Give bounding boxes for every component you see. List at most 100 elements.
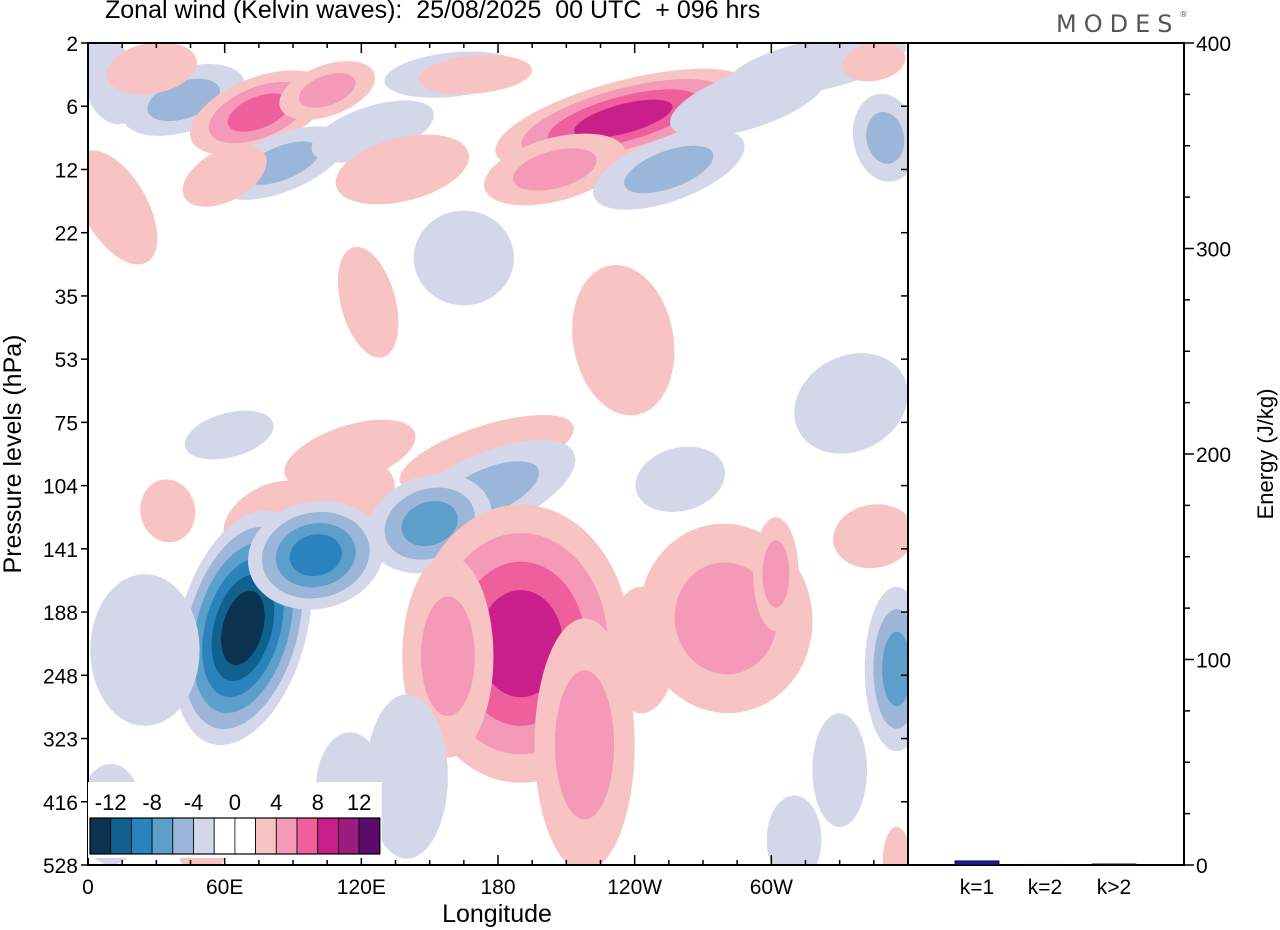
y-tick-label: 528: [43, 855, 78, 878]
negative-anomaly: [365, 694, 448, 859]
positive-maximum: [478, 590, 563, 698]
colorbar-swatch: [234, 817, 256, 855]
y-tick-label: 323: [43, 729, 78, 752]
energy-axis-label: Energy (J/kg): [1253, 389, 1278, 520]
positive-anomaly: [335, 134, 470, 205]
positive-anomaly: [106, 43, 197, 95]
energy-bar: [1022, 863, 1068, 866]
positive-anomaly: [337, 246, 399, 358]
positive-anomaly: [182, 144, 267, 207]
energy-tick-label: 0: [1196, 855, 1208, 878]
negative-anomaly: [882, 631, 908, 707]
chart-title: Zonal wind (Kelvin waves): 25/08/2025 00…: [105, 0, 761, 24]
x-axis-label: Longitude: [442, 900, 552, 928]
colorbar-swatch: [213, 817, 236, 855]
brand-logo: MODES®: [1056, 10, 1188, 38]
y-tick-label: 416: [43, 792, 78, 815]
energy-category-label: k=2: [1028, 876, 1062, 899]
colorbar-label: 0: [229, 790, 241, 815]
negative-anomaly: [289, 534, 342, 577]
x-tick-label: 120W: [607, 876, 662, 899]
x-tick-label: 180: [480, 876, 515, 899]
colorbar-swatch: [172, 817, 194, 855]
negative-anomaly: [401, 501, 458, 547]
positive-anomaly: [842, 43, 906, 82]
positive-anomaly: [762, 540, 790, 608]
colorbar-label: -12: [95, 790, 127, 815]
y-tick-label: 104: [43, 476, 78, 499]
negative-anomaly: [90, 574, 200, 726]
longitude-axis: 0 60E 120E 180 120W 60W: [82, 43, 909, 899]
positive-anomaly: [554, 670, 615, 820]
positive-anomaly: [421, 596, 475, 717]
negative-anomaly: [184, 410, 274, 460]
negative-anomaly: [766, 795, 822, 865]
x-tick-label: 60E: [206, 876, 243, 899]
positive-anomaly: [513, 148, 597, 191]
neutral-core: [607, 586, 676, 714]
y-tick-label: 53: [55, 349, 78, 372]
positive-anomaly: [833, 504, 908, 569]
colorbar-swatch: [275, 817, 298, 855]
y-tick-label: 2: [66, 33, 78, 56]
colorbar-swatch: [296, 817, 319, 855]
colorbar-label: -4: [184, 790, 204, 815]
energy-tick-label: 300: [1196, 239, 1231, 262]
colorbar-swatch: [193, 817, 215, 855]
energy-tick-label: 400: [1196, 33, 1231, 56]
negative-anomaly: [794, 353, 908, 454]
pressure-axis: 2 6 12 22 35 53 75 104 141 188 248 323 416 528: [43, 33, 908, 878]
colorbar-swatch: [317, 817, 339, 855]
positive-anomaly: [572, 264, 675, 416]
colorbar: -12 -8 -4 0 4 8 12: [88, 782, 382, 858]
positive-maximum: [574, 99, 673, 139]
negative-anomaly: [413, 210, 514, 306]
colorbar-swatch: [337, 817, 360, 855]
positive-maximum: [227, 93, 291, 132]
negative-anomaly: [311, 100, 434, 163]
colorbar-label: 8: [312, 790, 324, 815]
negative-anomaly: [812, 713, 868, 828]
wind-field: [88, 43, 908, 865]
positive-anomaly: [140, 479, 196, 543]
y-tick-label: 6: [66, 96, 78, 119]
colorbar-frame: [89, 817, 381, 855]
x-tick-label: 60W: [750, 876, 793, 899]
negative-anomaly: [866, 111, 905, 164]
colorbar-swatch: [130, 817, 153, 855]
negative-anomaly: [624, 145, 714, 194]
positive-anomaly: [882, 827, 908, 865]
y-tick-label: 35: [55, 286, 78, 309]
energy-category-label: k=1: [960, 876, 994, 899]
energy-bar: [1091, 863, 1137, 866]
colorbar-label: 12: [347, 790, 371, 815]
positive-anomaly: [298, 73, 356, 108]
y-tick-label: 12: [55, 159, 78, 182]
colorbar-swatch: [255, 817, 277, 855]
y-tick-label: 141: [43, 539, 78, 562]
y-tick-label: 248: [43, 665, 78, 688]
x-tick-label: 0: [82, 876, 94, 899]
positive-anomaly: [418, 55, 532, 95]
colorbar-swatch: [358, 817, 381, 855]
energy-bar: [954, 860, 1000, 866]
energy-panel: 0 100 200 300 400 k=1 k=2 k>2: [954, 33, 1231, 899]
positive-anomaly: [674, 562, 777, 675]
positive-anomaly: [284, 419, 416, 489]
energy-tick-label: 200: [1196, 444, 1231, 467]
energy-frame: [907, 42, 1185, 866]
negative-anomaly: [635, 446, 725, 513]
negative-minimum: [221, 590, 265, 666]
y-tick-label: 22: [55, 223, 78, 246]
colorbar-swatch: [110, 817, 132, 855]
colorbar-label: 4: [270, 790, 282, 815]
colorbar-swatch: [89, 817, 112, 855]
energy-category-label: k>2: [1097, 876, 1131, 899]
positive-anomaly: [88, 150, 158, 265]
y-tick-label: 188: [43, 602, 78, 625]
colorbar-label: -8: [142, 790, 162, 815]
y-axis-label: Pressure levels (hPa): [0, 335, 27, 574]
energy-tick-label: 100: [1196, 650, 1231, 673]
y-tick-label: 75: [55, 412, 78, 435]
